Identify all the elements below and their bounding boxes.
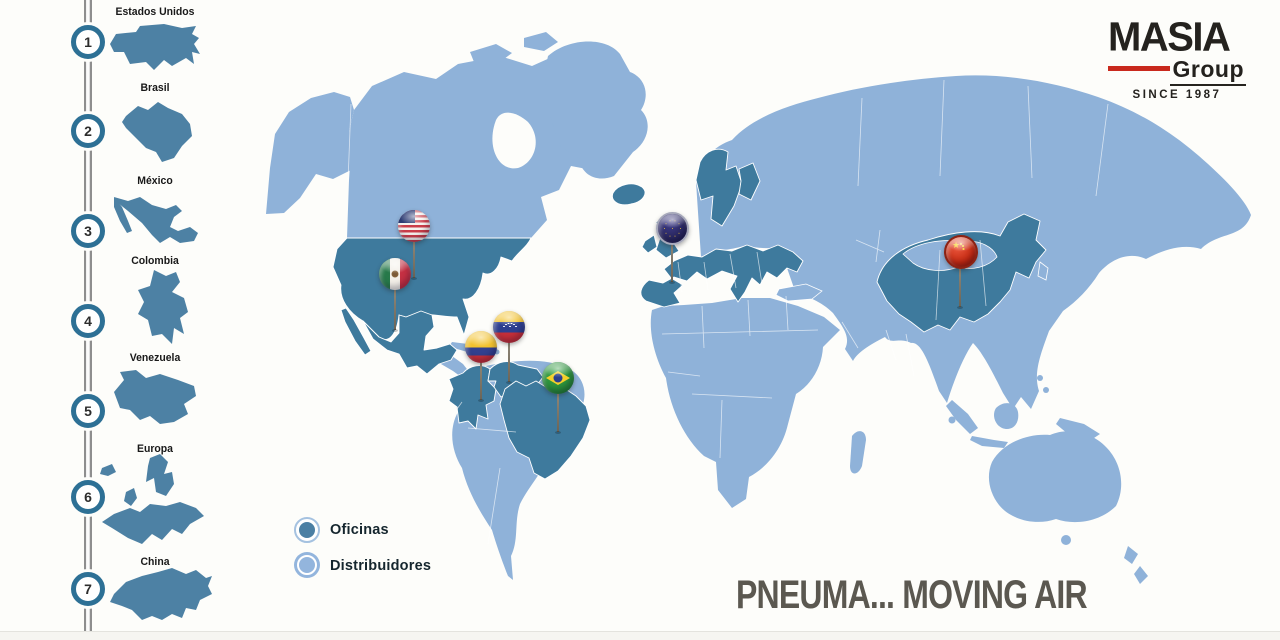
sidebar-label-mexico: México xyxy=(137,175,173,187)
pin-stem xyxy=(478,355,484,402)
logo-since-text: SINCE 1987 xyxy=(1132,89,1222,101)
mexico-flag-icon xyxy=(379,258,411,290)
timeline-number-4: 4 xyxy=(71,304,105,338)
pin-stem xyxy=(669,236,675,284)
logo-group-text: Group xyxy=(1169,56,1246,86)
office-dot-icon xyxy=(294,517,320,543)
pin-stem xyxy=(411,234,417,280)
legend-label-distribuidores: Distribuidores xyxy=(330,558,432,574)
pin-stem xyxy=(506,335,512,384)
timeline-number-3: 3 xyxy=(71,214,105,248)
china-flag-icon: ★ xyxy=(944,235,978,269)
bottom-edge-strip xyxy=(0,631,1280,640)
sidebar-label-estados-unidos: Estados Unidos xyxy=(115,6,195,18)
region-greenland xyxy=(545,41,648,179)
europe-silhouette-icon xyxy=(96,452,210,556)
timeline-number-6: 6 xyxy=(71,480,105,514)
sidebar-label-europa: Europa xyxy=(136,443,174,455)
sidebar-label-china: China xyxy=(140,556,170,568)
region-finland xyxy=(738,162,761,201)
pin-stem xyxy=(392,282,398,332)
region-canada xyxy=(347,56,612,238)
sidebar-label-colombia: Colombia xyxy=(131,255,179,267)
brazil-flag-icon xyxy=(542,362,574,394)
region-mexico-baja xyxy=(340,307,372,356)
usa-silhouette-icon xyxy=(106,22,202,78)
region-africa xyxy=(650,298,840,508)
region-japan xyxy=(1078,247,1105,289)
region-china xyxy=(876,213,1047,333)
region-australia xyxy=(988,431,1122,523)
colombia-flag-icon xyxy=(465,331,497,363)
region-iceland xyxy=(611,183,646,206)
timeline-number-1: 1 xyxy=(71,25,105,59)
distributor-dot-icon xyxy=(294,552,320,578)
pin-stem xyxy=(957,259,963,309)
venezuela-silhouette-icon xyxy=(110,366,200,430)
venezuela-flag-icon xyxy=(493,311,525,343)
region-korea xyxy=(1037,261,1049,281)
sidebar-label-venezuela: Venezuela xyxy=(129,352,181,364)
usa-flag-icon xyxy=(398,210,430,242)
region-mexico xyxy=(362,310,458,375)
region-madagascar xyxy=(850,431,866,474)
region-scandinavia xyxy=(695,148,743,227)
region-brazil xyxy=(499,380,591,480)
china-silhouette-icon xyxy=(102,566,214,626)
region-alaska xyxy=(266,92,360,214)
masia-group-logo: MASIA Group SINCE 1987 xyxy=(1108,14,1246,101)
timeline-number-5: 5 xyxy=(71,394,105,428)
region-new-zealand xyxy=(1124,546,1138,564)
logo-red-line xyxy=(1108,66,1170,71)
tagline-pneuma-moving-air: PNEUMA... MOVING AIR xyxy=(736,573,1088,617)
region-europe xyxy=(640,244,804,308)
timeline-number-7: 7 xyxy=(71,572,105,606)
timeline-number-2: 2 xyxy=(71,114,105,148)
mexico-silhouette-icon xyxy=(112,191,200,249)
brazil-silhouette-icon xyxy=(118,96,196,164)
sidebar-label-brasil: Brasil xyxy=(140,82,170,94)
region-ireland xyxy=(641,234,658,254)
legend-label-oficinas: Oficinas xyxy=(330,522,389,538)
colombia-silhouette-icon xyxy=(126,266,190,348)
eu-flag-icon xyxy=(656,212,689,245)
region-turkey xyxy=(775,283,823,302)
logo-masia-text: MASIA xyxy=(1108,14,1231,60)
pin-stem xyxy=(555,386,561,434)
